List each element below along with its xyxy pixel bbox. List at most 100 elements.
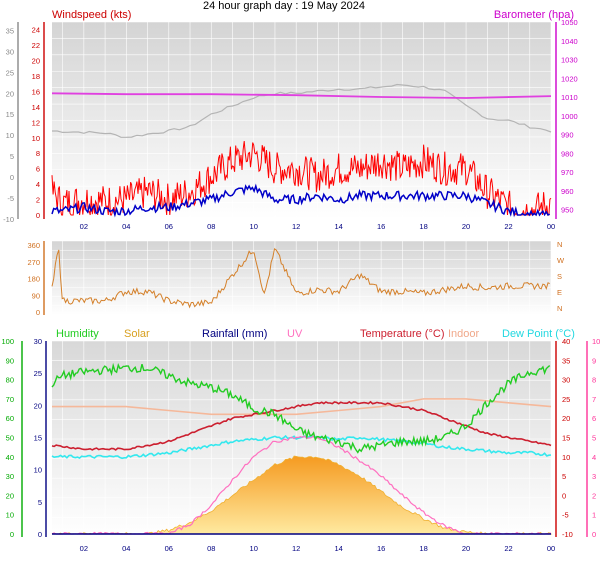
compass-tick-label: S bbox=[557, 272, 562, 281]
direction-tick-label: 0 bbox=[36, 308, 40, 317]
legend-humidity: Humidity bbox=[56, 328, 99, 340]
barometer-tick-label: 1020 bbox=[561, 74, 578, 83]
barometer-tick-label: 1030 bbox=[561, 56, 578, 65]
series-indoor-temperature bbox=[52, 398, 552, 416]
outer-tick-label: -5 bbox=[7, 194, 14, 203]
barometer-tick-label: 950 bbox=[561, 206, 574, 215]
wind-tick-label: 18 bbox=[32, 72, 40, 81]
uv-tick-label: 1 bbox=[592, 511, 596, 520]
uv-tick-label: 7 bbox=[592, 395, 596, 404]
x-tick-label: 04 bbox=[122, 544, 130, 553]
uv-tick-label: 3 bbox=[592, 472, 596, 481]
barometer-tick-label: 970 bbox=[561, 168, 574, 177]
temperature-tick-label: -5 bbox=[562, 511, 569, 520]
wind-tick-label: 24 bbox=[32, 26, 40, 35]
uv-tick-label: 0 bbox=[592, 530, 596, 539]
barometer-tick-label: 980 bbox=[561, 149, 574, 158]
temperature-tick-label: 0 bbox=[562, 491, 566, 500]
rainfall-tick-label: 10 bbox=[34, 466, 42, 475]
x-tick-label: 08 bbox=[207, 222, 215, 231]
humidity-tick-label: 100 bbox=[1, 337, 14, 346]
series-wind-direction bbox=[51, 247, 550, 309]
temperature-tick-label: 10 bbox=[562, 453, 570, 462]
x-tick-label: 10 bbox=[250, 544, 258, 553]
rainfall-tick-label: 25 bbox=[34, 369, 42, 378]
series-windspeed bbox=[51, 140, 552, 217]
temperature-tick-label: -10 bbox=[562, 530, 573, 539]
x-tick-label: 08 bbox=[207, 544, 215, 553]
wind-tick-label: 0 bbox=[36, 211, 40, 220]
humidity-tick-label: 90 bbox=[6, 356, 14, 365]
x-tick-label: 12 bbox=[292, 222, 300, 231]
compass-tick-label: W bbox=[557, 256, 565, 265]
x-tick-label: 18 bbox=[419, 544, 427, 553]
x-tick-label: 20 bbox=[462, 544, 470, 553]
barometer-axis-label: Barometer (hpa) bbox=[494, 9, 574, 21]
chart-title: 24 hour graph day : 19 May 2024 bbox=[203, 0, 365, 12]
outer-tick-label: 15 bbox=[6, 110, 14, 119]
outer-tick-label: 30 bbox=[6, 47, 14, 56]
legend-rainfall: Rainfall (mm) bbox=[202, 328, 267, 340]
compass-tick-label: E bbox=[557, 288, 562, 297]
direction-tick-label: 180 bbox=[27, 275, 40, 284]
temperature-tick-label: 40 bbox=[562, 337, 570, 346]
rainfall-tick-label: 20 bbox=[34, 401, 42, 410]
x-tick-label: 02 bbox=[80, 222, 88, 231]
legend-uv: UV bbox=[287, 328, 303, 340]
legend-temperature: Temperature (°C) bbox=[360, 328, 444, 340]
temperature-tick-label: 20 bbox=[562, 414, 570, 423]
x-tick-label: 06 bbox=[165, 544, 173, 553]
x-tick-label: 00 bbox=[547, 544, 555, 553]
uv-tick-label: 8 bbox=[592, 376, 596, 385]
x-tick-label: 18 bbox=[419, 222, 427, 231]
x-tick-label: 02 bbox=[80, 544, 88, 553]
wind-tick-label: 10 bbox=[32, 134, 40, 143]
outer-tick-label: 10 bbox=[6, 131, 14, 140]
temperature-tick-label: 5 bbox=[562, 472, 566, 481]
barometer-tick-label: 960 bbox=[561, 187, 574, 196]
temperature-tick-label: 35 bbox=[562, 356, 570, 365]
x-tick-label: 20 bbox=[462, 222, 470, 231]
temperature-tick-label: 30 bbox=[562, 376, 570, 385]
panel-temperature-humidity: 1009080706050403020100302520151050403530… bbox=[1, 328, 600, 539]
wind-tick-label: 12 bbox=[32, 118, 40, 127]
uv-tick-label: 10 bbox=[592, 337, 600, 346]
panel-direction-grid bbox=[52, 240, 552, 316]
uv-tick-label: 6 bbox=[592, 414, 596, 423]
humidity-tick-label: 20 bbox=[6, 491, 14, 500]
humidity-tick-label: 10 bbox=[6, 511, 14, 520]
panel-wind-barometer: Windspeed (kts) Barometer (hpa) 35302520… bbox=[3, 9, 578, 224]
outer-tick-label: 5 bbox=[10, 152, 14, 161]
legend-dew-point: Dew Point (°C) bbox=[502, 328, 575, 340]
rainfall-tick-label: 30 bbox=[34, 337, 42, 346]
x-tick-label: 12 bbox=[292, 544, 300, 553]
legend-indoor: Indoor bbox=[448, 328, 480, 340]
rainfall-tick-label: 15 bbox=[34, 434, 42, 443]
x-tick-label: 22 bbox=[504, 544, 512, 553]
temperature-tick-label: 15 bbox=[562, 434, 570, 443]
outer-tick-label: -10 bbox=[3, 215, 14, 224]
wind-tick-label: 14 bbox=[32, 103, 40, 112]
x-tick-label: 14 bbox=[334, 222, 342, 231]
wind-tick-label: 20 bbox=[32, 57, 40, 66]
rainfall-tick-label: 0 bbox=[38, 530, 42, 539]
uv-tick-label: 4 bbox=[592, 453, 596, 462]
wind-tick-label: 6 bbox=[36, 165, 40, 174]
temperature-tick-label: 25 bbox=[562, 395, 570, 404]
uv-tick-label: 5 bbox=[592, 434, 596, 443]
series-humidity bbox=[51, 362, 551, 454]
wind-tick-label: 22 bbox=[32, 41, 40, 50]
direction-tick-label: 270 bbox=[27, 258, 40, 267]
x-tick-label: 04 bbox=[122, 222, 130, 231]
compass-tick-label: N bbox=[557, 240, 562, 249]
humidity-tick-label: 60 bbox=[6, 414, 14, 423]
uv-tick-label: 2 bbox=[592, 491, 596, 500]
x-tick-label: 16 bbox=[377, 222, 385, 231]
uv-tick-label: 9 bbox=[592, 356, 596, 365]
x-tick-label: 10 bbox=[250, 222, 258, 231]
x-tick-label: 00 bbox=[547, 222, 555, 231]
x-tick-label: 14 bbox=[334, 544, 342, 553]
barometer-tick-label: 990 bbox=[561, 131, 574, 140]
wind-tick-label: 8 bbox=[36, 149, 40, 158]
